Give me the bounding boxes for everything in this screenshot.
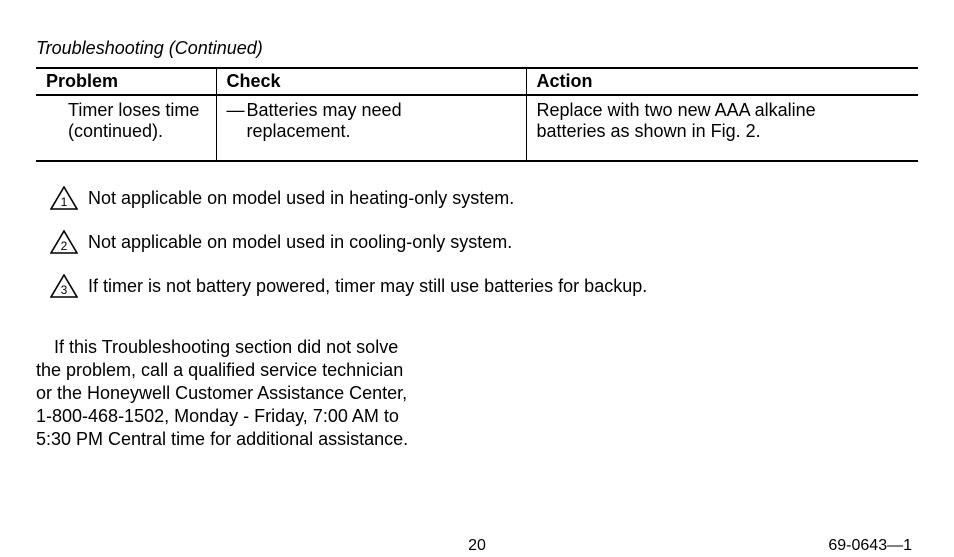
action-line1: Replace with two new AAA alkaline: [537, 100, 911, 121]
section-title: Troubleshooting (Continued): [36, 38, 918, 59]
th-problem: Problem: [36, 68, 216, 95]
footnote-text: If timer is not battery powered, timer m…: [88, 276, 647, 297]
assistance-paragraph: If this Troubleshooting section did not …: [36, 336, 466, 451]
footnote-3: 3 If timer is not battery powered, timer…: [50, 274, 918, 298]
cell-problem: Timer loses time (continued).: [36, 95, 216, 161]
problem-line1: Timer loses time: [68, 100, 208, 121]
assist-line: 5:30 PM Central time for additional assi…: [36, 428, 466, 451]
table-row: Timer loses time (continued). — Batterie…: [36, 95, 918, 161]
th-check: Check: [216, 68, 526, 95]
triangle-number: 2: [61, 239, 68, 253]
check-dash: —: [227, 100, 247, 142]
triangle-icon: 3: [50, 274, 78, 298]
troubleshooting-table: Problem Check Action Timer loses time (c…: [36, 67, 918, 162]
action-line2: batteries as shown in Fig. 2.: [537, 121, 911, 142]
footnotes: 1 Not applicable on model used in heatin…: [50, 186, 918, 298]
assist-line: 1-800-468-1502, Monday - Friday, 7:00 AM…: [36, 405, 466, 428]
cell-check: — Batteries may need replacement.: [216, 95, 526, 161]
footnote-2: 2 Not applicable on model used in coolin…: [50, 230, 918, 254]
page-number: 20: [468, 537, 486, 555]
triangle-icon: 2: [50, 230, 78, 254]
triangle-number: 3: [61, 283, 68, 297]
check-line2: replacement.: [247, 121, 402, 142]
footnote-text: Not applicable on model used in heating-…: [88, 188, 514, 209]
problem-line2: (continued).: [68, 121, 208, 142]
triangle-icon: 1: [50, 186, 78, 210]
footnote-text: Not applicable on model used in cooling-…: [88, 232, 512, 253]
th-action: Action: [526, 68, 918, 95]
page: Troubleshooting (Continued) Problem Chec…: [0, 0, 954, 557]
cell-action: Replace with two new AAA alkaline batter…: [526, 95, 918, 161]
check-line1: Batteries may need: [247, 100, 402, 121]
assist-line: the problem, call a qualified service te…: [36, 359, 466, 382]
triangle-number: 1: [61, 195, 68, 209]
document-number: 69-0643—1: [828, 537, 912, 555]
table-header-row: Problem Check Action: [36, 68, 918, 95]
footnote-1: 1 Not applicable on model used in heatin…: [50, 186, 918, 210]
assist-line: or the Honeywell Customer Assistance Cen…: [36, 382, 466, 405]
assist-line: If this Troubleshooting section did not …: [36, 336, 466, 359]
